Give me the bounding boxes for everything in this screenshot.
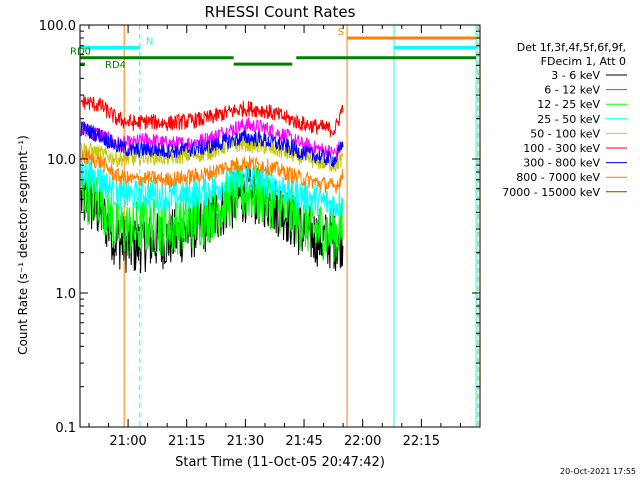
plot-frame xyxy=(79,24,481,428)
legend-header: Det 1f,3f,4f,5f,6f,9f, xyxy=(517,41,626,54)
y-axis-label: Count Rate (s⁻¹ detector segment⁻¹) xyxy=(16,135,30,355)
series-line xyxy=(80,94,344,137)
legend-entry-label: 800 - 7000 keV xyxy=(516,171,600,184)
y-tick-label: 1.0 xyxy=(55,287,76,302)
flag-bars: N RD0 RD4 S xyxy=(70,27,477,71)
flag-bar-label: S xyxy=(338,27,344,38)
flag-bar-label: RD0 xyxy=(70,47,91,58)
y-tick-label: 10.0 xyxy=(47,153,76,168)
legend-entry-label: 300 - 800 keV xyxy=(523,157,600,170)
legend-entry-label: 50 - 100 keV xyxy=(530,127,600,140)
legend-entry-label: 6 - 12 keV xyxy=(544,84,600,97)
y-tick-label: 100.0 xyxy=(39,19,76,34)
chart-title: RHESSI Count Rates xyxy=(205,3,356,21)
y-axis: 0.1 1.0 10.0 100.0 xyxy=(39,19,480,436)
legend-entry-label: 3 - 6 keV xyxy=(551,69,600,82)
y-tick-label: 0.1 xyxy=(55,421,76,436)
x-axis: 21:00 21:15 21:30 21:45 22:00 22:15 xyxy=(88,25,481,449)
legend-entry-label: 100 - 300 keV xyxy=(523,142,600,155)
legend: Det 1f,3f,4f,5f,6f,9f,FDecim 1, Att 03 -… xyxy=(502,41,627,199)
flag-bar-label: N xyxy=(146,36,153,47)
legend-entry-label: 25 - 50 keV xyxy=(537,113,600,126)
x-axis-label: Start Time (11-Oct-05 20:47:42) xyxy=(175,455,385,470)
x-tick-label: 22:15 xyxy=(403,434,440,449)
x-tick-label: 21:45 xyxy=(285,434,322,449)
flag-bar-label: RD4 xyxy=(105,60,126,71)
x-tick-label: 21:00 xyxy=(109,434,146,449)
series-line xyxy=(80,149,344,195)
legend-entry-label: 7000 - 15000 keV xyxy=(502,186,600,199)
legend-header: FDecim 1, Att 0 xyxy=(541,55,626,68)
series-line xyxy=(80,160,344,221)
series-line xyxy=(80,121,344,168)
series-line xyxy=(80,117,344,160)
footer-timestamp: 20-Oct-2021 17:55 xyxy=(560,467,636,476)
legend-entry-label: 12 - 25 keV xyxy=(537,98,600,111)
marker-lines xyxy=(79,25,479,427)
series-layer xyxy=(80,94,344,274)
x-tick-label: 22:00 xyxy=(344,434,381,449)
x-tick-label: 21:30 xyxy=(227,434,264,449)
x-tick-label: 21:15 xyxy=(168,434,205,449)
